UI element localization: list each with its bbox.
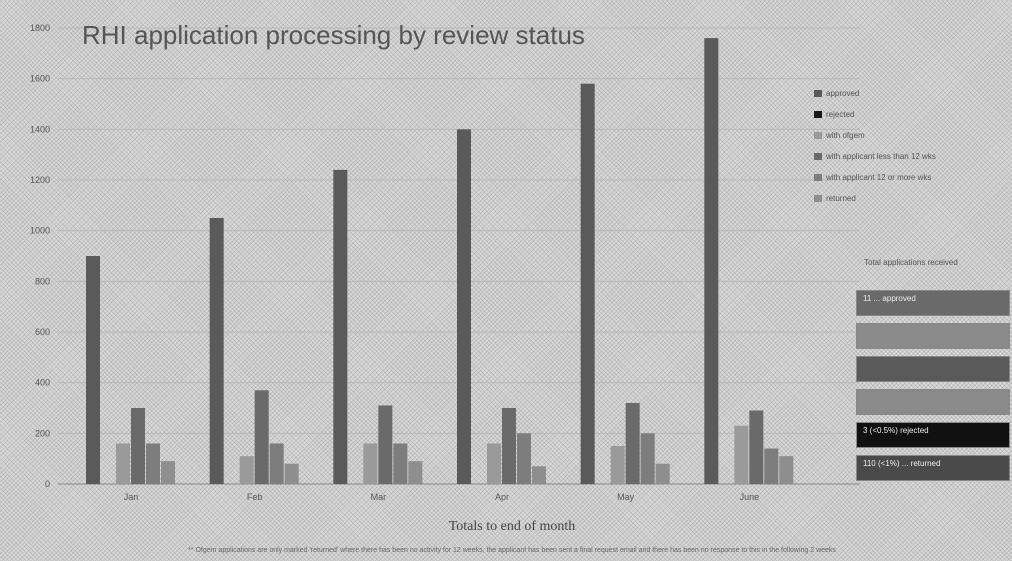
- legend-swatch: [814, 90, 822, 97]
- bar: [284, 463, 299, 484]
- y-tick-label: 1800: [30, 23, 50, 33]
- bar: [408, 461, 423, 484]
- x-axis-categories: Jan Feb Mar Apr May June: [124, 492, 759, 502]
- bar: [610, 446, 625, 484]
- x-axis-label: Totals to end of month: [449, 519, 576, 534]
- panel-title: Total applications received: [864, 258, 958, 267]
- x-tick-label: June: [740, 492, 760, 502]
- bar: [116, 443, 130, 484]
- bar: [487, 443, 501, 484]
- bar: [378, 405, 393, 484]
- panel-row: 11 ... approved: [856, 290, 1010, 316]
- x-tick-label: Feb: [247, 492, 263, 502]
- bars: [86, 38, 794, 485]
- bar: [161, 461, 175, 484]
- y-tick-label: 600: [35, 327, 50, 337]
- bar: [749, 410, 764, 484]
- legend-swatch: [814, 132, 822, 139]
- bar: [625, 402, 640, 484]
- bar: [457, 129, 471, 485]
- legend-label: approved: [826, 89, 859, 98]
- panel-row: 3 (<0.5%) rejected: [856, 422, 1010, 448]
- bar: [254, 390, 269, 484]
- x-tick-label: May: [617, 492, 635, 502]
- bar: [131, 408, 145, 484]
- y-tick-label: 800: [35, 276, 50, 286]
- bar: [532, 466, 546, 484]
- legend-label: with applicant 12 or more wks: [825, 173, 931, 182]
- panel-row: [856, 389, 1010, 415]
- bar: [779, 456, 794, 484]
- y-tick-label: 1400: [30, 124, 50, 134]
- panel-row: [856, 323, 1010, 349]
- bar: [517, 433, 531, 484]
- bar: [333, 169, 348, 484]
- bar: [580, 83, 595, 484]
- legend-label: returned: [826, 194, 856, 203]
- y-tick-label: 1000: [30, 226, 50, 236]
- bar: [393, 443, 408, 484]
- bar: [704, 38, 719, 485]
- chart-title: RHI application processing by review sta…: [82, 20, 585, 50]
- footnote: ** Ofgem applications are only marked 'r…: [188, 547, 836, 554]
- bar: [209, 218, 224, 484]
- y-tick-label: 0: [45, 479, 50, 489]
- x-tick-label: Mar: [371, 492, 387, 502]
- y-tick-label: 1600: [30, 74, 50, 84]
- legend-swatch: [814, 174, 822, 181]
- x-tick-label: Jan: [124, 492, 139, 502]
- bar: [86, 256, 100, 484]
- legend-label: with ofgem: [825, 131, 865, 140]
- bar: [363, 443, 378, 484]
- panel-row: [856, 356, 1010, 382]
- panel-row: 110 (<1%) ... returned: [856, 455, 1010, 481]
- bar: [239, 456, 254, 484]
- legend-swatch: [814, 153, 822, 160]
- y-tick-label: 1200: [30, 175, 50, 185]
- y-axis-ticks: 0 200 400 600 800 1000 1200 1400 1600 1800: [30, 23, 50, 489]
- bar: [764, 448, 779, 484]
- bar: [655, 463, 670, 484]
- y-tick-label: 400: [35, 378, 50, 388]
- bar: [734, 425, 749, 484]
- legend-swatch: [814, 195, 822, 202]
- legend: approved rejected with ofgem with applicant…: [814, 89, 936, 203]
- y-tick-label: 200: [35, 428, 50, 438]
- bar: [640, 433, 655, 484]
- bar: [269, 443, 284, 484]
- legend-swatch: [814, 111, 822, 118]
- bar: [502, 408, 516, 484]
- legend-label: rejected: [826, 110, 854, 119]
- legend-label: with applicant less than 12 wks: [825, 152, 936, 161]
- bar: [146, 443, 160, 484]
- x-tick-label: Apr: [495, 492, 509, 502]
